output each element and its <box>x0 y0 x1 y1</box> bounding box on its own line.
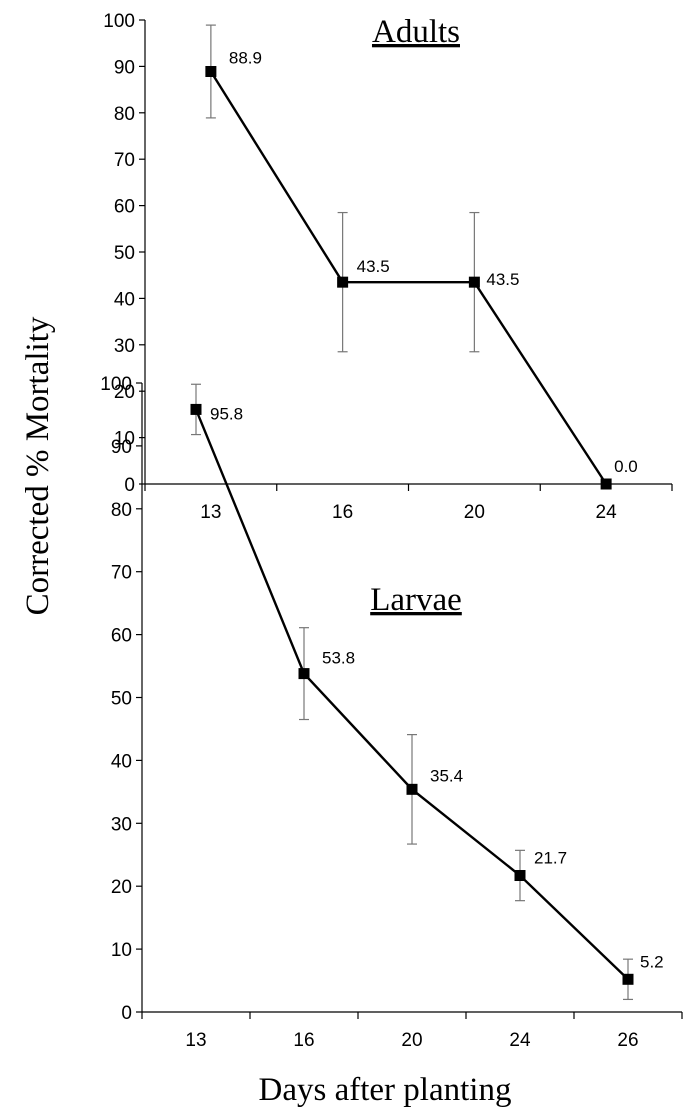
x-tick-label: 16 <box>332 502 353 523</box>
x-tick-label: 16 <box>293 1030 314 1051</box>
y-tick-label: 60 <box>114 197 135 218</box>
y-tick-label: 60 <box>111 626 132 647</box>
y-tick-label: 10 <box>114 429 135 450</box>
panel-title: Adults <box>372 14 460 50</box>
x-tick-label: 24 <box>596 502 618 523</box>
x-tick-label: 20 <box>464 502 485 523</box>
y-tick-label: 10 <box>111 940 132 961</box>
data-label: 43.5 <box>357 257 390 276</box>
data-label: 95.8 <box>210 404 243 423</box>
data-label: 5.2 <box>640 952 664 971</box>
data-label: 88.9 <box>229 49 262 68</box>
y-tick-label: 90 <box>114 57 135 78</box>
y-axis-label: Corrected % Mortality <box>20 316 56 615</box>
data-label: 21.7 <box>534 849 567 868</box>
x-tick-label: 13 <box>185 1030 206 1051</box>
y-tick-label: 80 <box>114 104 135 125</box>
y-tick-label: 70 <box>114 150 135 171</box>
y-tick-label: 20 <box>114 382 135 403</box>
data-point <box>298 668 310 680</box>
panel-title: Larvae <box>370 582 462 618</box>
data-point <box>514 870 526 882</box>
data-point <box>337 276 349 288</box>
data-label: 35.4 <box>430 766 463 785</box>
y-tick-label: 100 <box>100 374 132 395</box>
data-label: 53.8 <box>322 649 355 668</box>
x-tick-label: 20 <box>401 1030 422 1051</box>
data-point <box>205 66 217 78</box>
y-tick-label: 40 <box>111 751 132 772</box>
series-line <box>209 70 608 485</box>
data-point <box>600 478 612 490</box>
y-tick-label: 100 <box>103 11 135 32</box>
data-point <box>622 973 634 985</box>
y-tick-label: 90 <box>111 437 132 458</box>
x-tick-label: 26 <box>617 1030 638 1051</box>
y-tick-label: 30 <box>114 336 135 357</box>
data-point <box>468 276 480 288</box>
y-tick-label: 0 <box>121 1003 132 1024</box>
data-label: 0.0 <box>614 457 638 476</box>
data-label: 43.5 <box>486 270 519 289</box>
series-line <box>194 408 629 981</box>
y-tick-label: 30 <box>111 814 132 835</box>
y-tick-label: 40 <box>114 289 135 310</box>
panel-adults: 0 10 20 30 40 50 60 70 80 90 100 13 16 20 24 88.9 43.5 43… <box>103 11 673 523</box>
y-tick-label: 80 <box>111 500 132 521</box>
y-tick-label: 50 <box>111 689 132 710</box>
x-tick-label: 13 <box>200 502 221 523</box>
y-tick-label: 70 <box>111 563 132 584</box>
y-tick-label: 0 <box>124 475 135 496</box>
x-tick-label: 24 <box>509 1030 531 1051</box>
y-tick-label: 50 <box>114 243 135 264</box>
data-point <box>190 403 202 415</box>
data-point <box>406 783 418 795</box>
y-tick-label: 20 <box>111 877 132 898</box>
x-axis-label: Days after planting <box>259 1072 512 1108</box>
